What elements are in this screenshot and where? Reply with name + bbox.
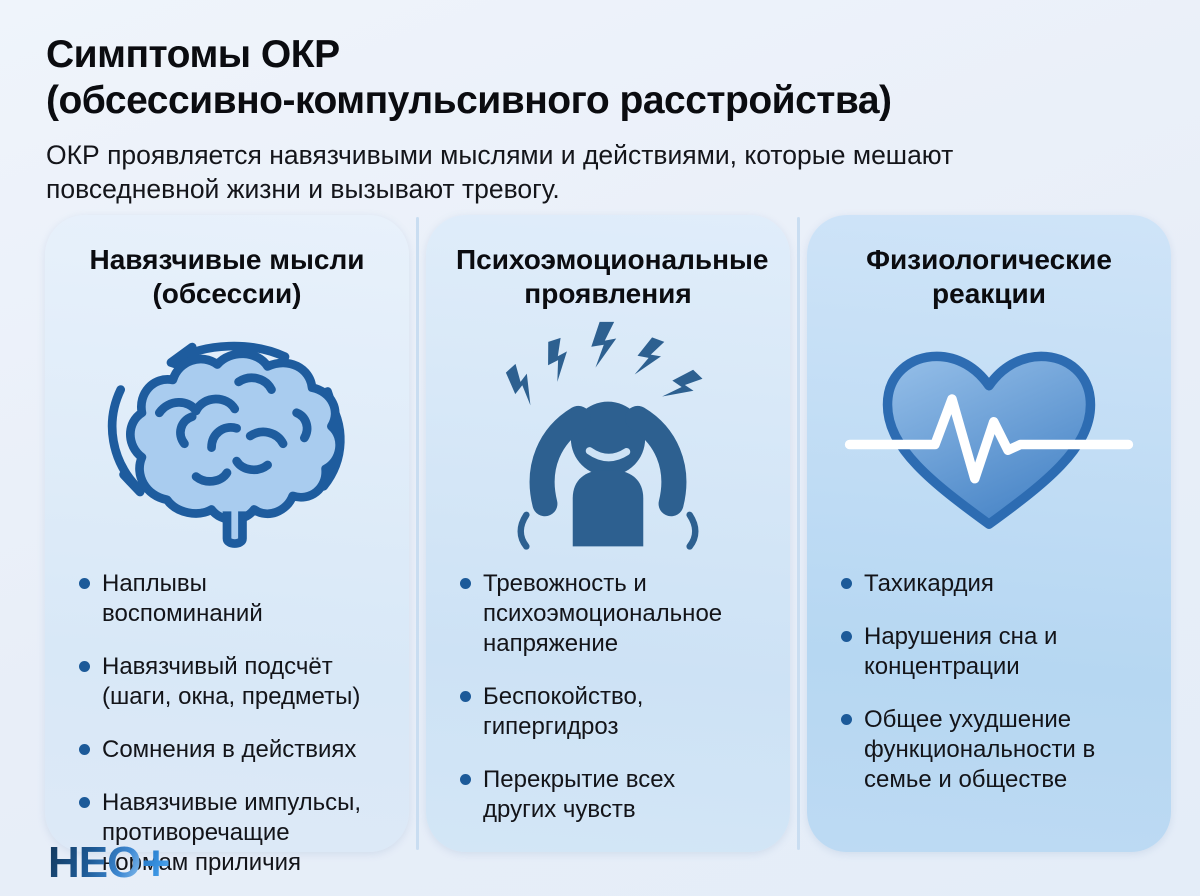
logo-text: НЕО: [48, 838, 141, 887]
list-item-text: Общее ухудшение функциональности в семье…: [864, 706, 1096, 794]
list-item: Сомнения в действиях: [79, 735, 379, 765]
card-physiological: Физиологические реакции Тахикардия Наруш…: [807, 215, 1171, 852]
list-item-text: Нарушения сна и концентрации: [864, 623, 1058, 681]
page-title-line2: (обсессивно-компульсивного расстройства): [46, 78, 892, 122]
brain-cycle-icon: [75, 317, 379, 555]
page-title-line1: Симптомы ОКР: [46, 33, 340, 76]
stressed-person-icon: [456, 317, 760, 555]
list-item-text: Навязчивый подсчёт (шаги, окна, предметы…: [102, 653, 361, 711]
card-psycho-emotional: Психоэмоциональные проявления: [426, 215, 790, 852]
list-item-text: Наплывы воспоминаний: [102, 570, 263, 628]
bullet-dot: [841, 578, 852, 590]
list-item-text: Тревожность и психоэмоциональное напряже…: [483, 570, 723, 658]
card-title: Навязчивые мысли (обсессии): [89, 244, 365, 310]
bullet-dot: [79, 797, 90, 809]
page-subtitle: ОКР проявляется навязчивыми мыслями и де…: [46, 140, 954, 205]
symptom-list: Тахикардия Нарушения сна и концентрации …: [837, 569, 1141, 795]
bullet-dot: [460, 691, 471, 703]
brain-cycle-icon-svg: [107, 342, 345, 549]
list-item: Общее ухудшение функциональности в семье…: [841, 705, 1141, 795]
bullet-dot: [841, 714, 852, 726]
neo-plus-logo: НЕО +: [48, 835, 171, 891]
list-item: Тревожность и психоэмоциональное напряже…: [460, 569, 760, 659]
list-item: Наплывы воспоминаний: [79, 569, 379, 629]
bullet-dot: [841, 631, 852, 643]
bullet-dot: [79, 661, 90, 673]
heart-pulse-icon: [837, 317, 1141, 555]
column-divider: [416, 217, 419, 850]
list-item-text: Навязчивые импульсы, противоречащие норм…: [102, 789, 362, 877]
list-item: Тахикардия: [841, 569, 1141, 599]
header: Симптомы ОКР (обсессивно-компульсивного …: [0, 0, 1200, 207]
list-item: Навязчивые импульсы, противоречащие норм…: [79, 788, 379, 878]
symptom-list: Тревожность и психоэмоциональное напряже…: [456, 569, 760, 825]
page-title: Симптомы ОКР (обсессивно-компульсивного …: [46, 32, 1154, 123]
bullet-dot: [460, 578, 471, 590]
list-item: Нарушения сна и концентрации: [841, 622, 1141, 682]
card-obsessive-thoughts: Навязчивые мысли (обсессии): [45, 215, 409, 876]
heart-pulse-icon-svg: [844, 351, 1134, 530]
list-item-text: Сомнения в действиях: [102, 736, 357, 764]
cards-row: Навязчивые мысли (обсессии): [45, 215, 1171, 876]
list-item-text: Перекрытие всех других чувств: [483, 766, 676, 824]
bullet-dot: [79, 578, 90, 590]
bullet-dot: [79, 744, 90, 756]
symptom-list: Наплывы воспоминаний Навязчивый подсчёт …: [75, 569, 379, 878]
list-item-text: Беспокойство, гипергидроз: [483, 683, 644, 741]
column-divider: [797, 217, 800, 850]
card-title: Физиологические реакции: [866, 244, 1112, 310]
card-title: Психоэмоциональные проявления: [456, 244, 769, 310]
list-item: Перекрытие всех других чувств: [460, 765, 760, 825]
list-item-text: Тахикардия: [864, 570, 994, 598]
stressed-person-icon-svg: [500, 322, 704, 550]
list-item: Навязчивый подсчёт (шаги, окна, предметы…: [79, 652, 379, 712]
list-item: Беспокойство, гипергидроз: [460, 682, 760, 742]
bullet-dot: [460, 774, 471, 786]
plus-icon: +: [141, 835, 170, 891]
